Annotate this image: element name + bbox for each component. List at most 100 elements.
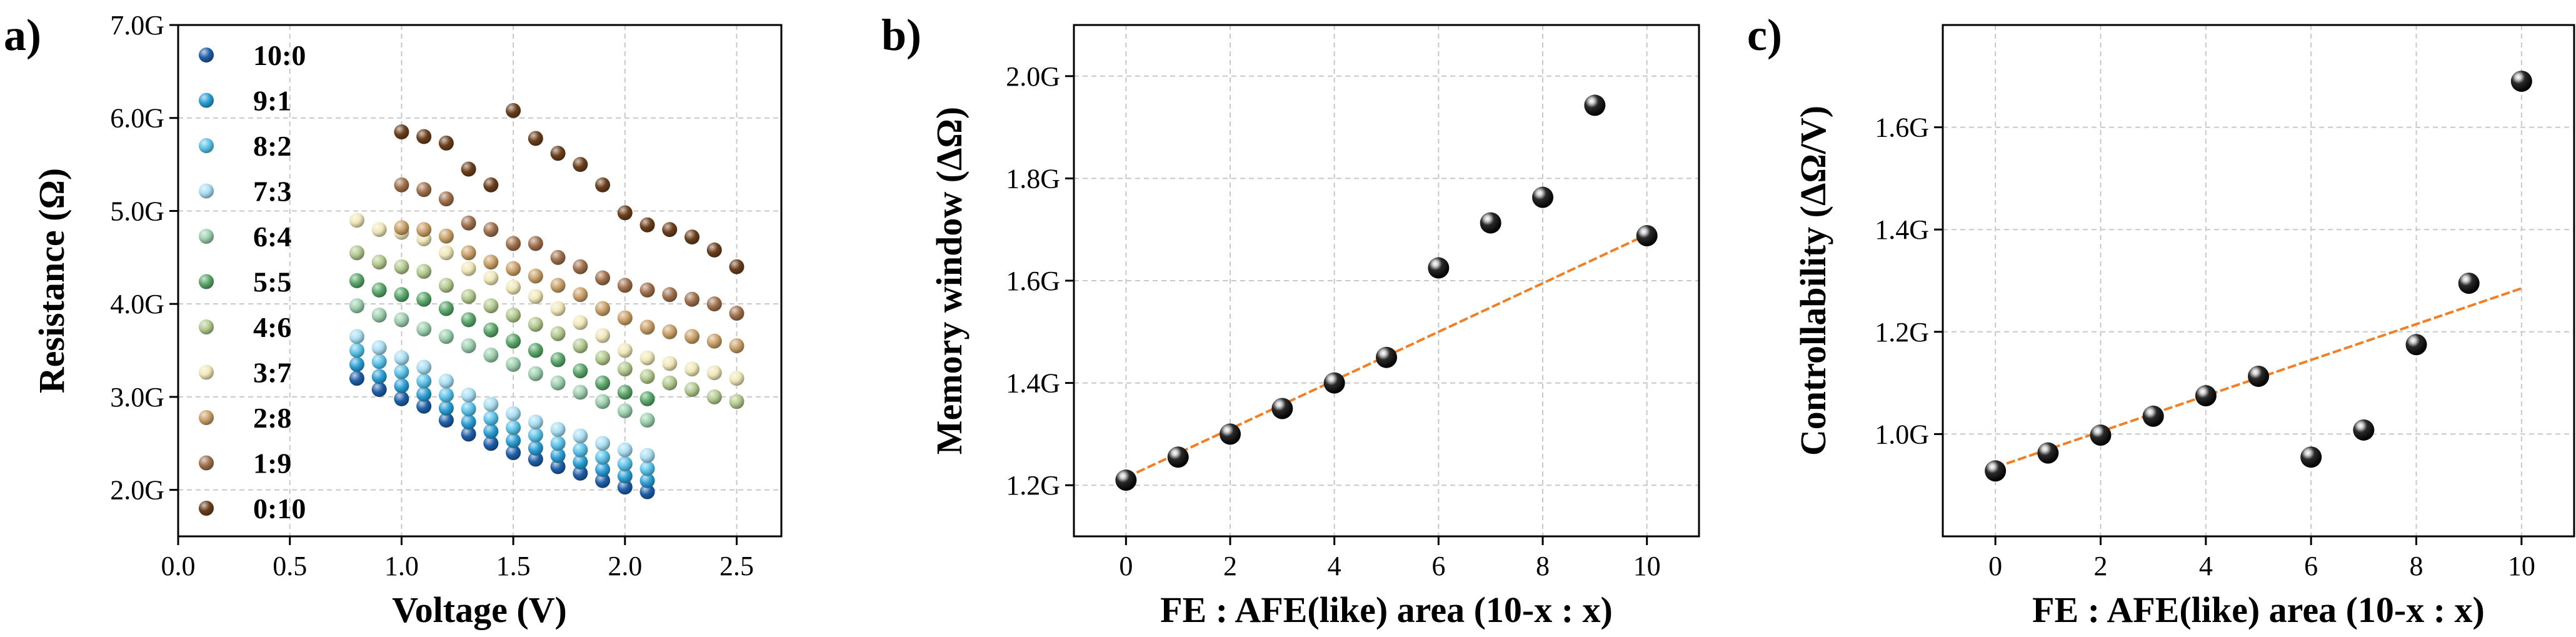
data-point [706,365,722,381]
y-tick-label: 2.0G [110,475,164,506]
data-point [394,177,409,193]
data-point [528,131,543,146]
data-point [528,440,543,456]
y-tick-label: 1.4G [1006,368,1060,399]
data-point [550,448,566,463]
data-point [416,129,432,144]
panel-b-ticks: 0 2 4 6 8 10 1.2G 1.4G 1.6G 1.8G 2.0G [1006,61,1660,581]
legend-label: 9:1 [253,85,291,117]
legend-label: 4:6 [253,311,291,343]
data-point [617,479,633,495]
data-point [595,177,611,193]
data-point [528,427,543,443]
x-tick-label: 0.0 [161,551,196,581]
data-point [2195,385,2217,407]
data-point [617,343,633,358]
data-point [349,245,364,261]
legend-label: 5:5 [253,266,291,298]
data-point [2248,365,2269,387]
panel-b-label: b) [881,10,921,60]
data-point [528,316,543,332]
data-point [483,396,499,412]
data-point [438,400,454,416]
data-point [1480,212,1501,234]
data-point [506,445,521,461]
data-point [1115,469,1137,491]
data-point [438,413,454,428]
panel-a: a) 0.0 0.5 1.0 1.5 2.0 2.5 2.0G 3.0G 4.0G 5.0G 6.0… [4,10,783,630]
data-point [506,333,521,349]
y-tick-label: 6.0G [110,103,164,134]
panel-b-xlabel: FE : AFE(like) area (10-x : x) [1160,589,1613,630]
data-point [729,371,744,386]
data-point [1428,257,1450,279]
x-tick-label: 10 [1633,551,1661,581]
panel-b-frame [1073,24,1700,538]
data-point [617,384,633,400]
data-point [394,378,409,394]
panel-b: b) 0 2 4 6 8 10 1.2G 1.4G 1.6G 1.8G 2.0G FE : AFE(… [881,10,1700,630]
data-point [416,386,432,402]
data-point [550,249,566,265]
data-point [639,217,655,233]
data-point [394,391,409,406]
legend-marker [199,364,214,380]
panel-c-label: c) [1747,10,1782,60]
panel-c-ylabel: Controllability (ΔΩ/V) [1793,106,1833,456]
y-tick-label: 4.0G [110,289,164,319]
data-point [595,394,611,409]
legend-marker [199,274,214,289]
panel-b-grid [1074,25,1699,536]
data-point [416,264,432,279]
data-point [438,228,454,244]
data-point [617,278,633,293]
data-point [573,465,588,481]
data-point [1636,225,1658,247]
data-point [706,333,722,349]
panel-a-ticks: 0.0 0.5 1.0 1.5 2.0 2.5 2.0G 3.0G 4.0G 5.0G 6.0G 7.… [110,10,754,581]
data-point [2142,405,2164,427]
data-point [706,242,722,258]
data-point [639,282,655,298]
data-point [506,103,521,118]
data-point [662,222,678,238]
legend-marker [199,48,214,63]
data-point [617,442,633,458]
y-tick-label: 1.2G [1006,470,1060,501]
data-point [416,182,432,198]
data-point [2037,442,2059,464]
data-point [394,287,409,303]
data-point [349,329,364,344]
data-point [550,301,566,316]
data-point [595,350,611,366]
data-point [438,245,454,261]
data-point [461,426,476,442]
x-tick-label: 8 [1536,551,1550,581]
legend-label: 8:2 [253,130,291,162]
legend-marker [199,319,214,334]
data-point [438,329,454,344]
data-point [595,461,611,477]
data-point [528,414,543,430]
data-point [2353,419,2375,441]
data-point [349,298,364,314]
data-point [438,135,454,151]
data-point [506,308,521,323]
legend-marker [199,183,214,199]
panel-c: c) 0 2 4 6 8 10 1.0G 1.2G 1.4G 1.6G FE : AFE(like… [1747,10,2575,630]
data-point [483,411,499,426]
data-point [483,322,499,338]
data-point [550,352,566,368]
data-point [573,384,588,400]
legend-marker [199,410,214,425]
data-point [1220,423,1241,445]
data-point [394,220,409,236]
data-point [438,373,454,389]
data-point [729,338,744,354]
data-point [371,369,387,384]
data-point [684,291,700,307]
y-tick-label: 1.0G [1875,419,1929,449]
data-point [1271,398,1293,419]
data-point [2405,334,2427,356]
data-point [662,356,678,371]
